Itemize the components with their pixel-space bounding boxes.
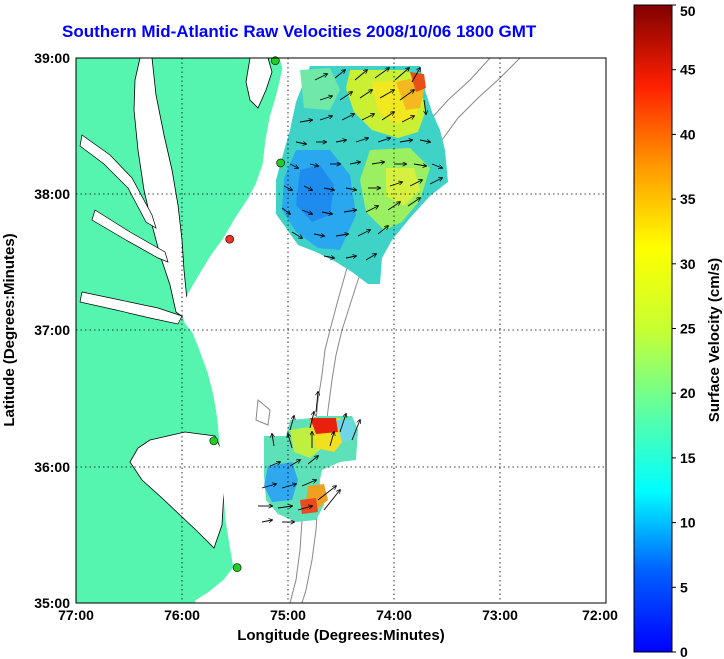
radar-site-marker xyxy=(225,234,234,244)
y-tick-label: 35:00 xyxy=(34,595,70,611)
x-tick-label: 75:00 xyxy=(270,607,306,623)
y-tick-label: 39:00 xyxy=(34,50,70,66)
colorbar-tick-label: 15 xyxy=(680,450,696,466)
river-james xyxy=(79,291,183,325)
x-tick-label: 74:00 xyxy=(376,607,412,623)
x-tick-label: 76:00 xyxy=(164,607,200,623)
colorbar-tick-label: 40 xyxy=(680,126,696,142)
x-axis-label: Longitude (Degrees:Minutes) xyxy=(237,627,445,644)
x-tick-label: 72:00 xyxy=(582,607,618,623)
colorbar-gradient xyxy=(633,4,673,653)
colorbar-tick-label: 25 xyxy=(680,321,696,337)
colorbar-tick-label: 45 xyxy=(680,62,696,78)
colorbar-tick-label: 30 xyxy=(680,256,696,272)
colorbar-label: Surface Velocity (cm/s) xyxy=(706,258,723,422)
velocity-vectors xyxy=(258,68,442,522)
y-axis: 39:00 38:00 37:00 36:00 35:00 Latitude (… xyxy=(1,50,70,611)
radar-site-marker xyxy=(232,563,242,572)
colorbar-tick-label: 5 xyxy=(680,579,688,595)
x-tick-label: 77:00 xyxy=(58,607,94,623)
y-tick-label: 36:00 xyxy=(34,459,70,475)
y-tick-label: 38:00 xyxy=(34,186,70,202)
radar-site-marker xyxy=(270,56,280,66)
y-axis-label: Latitude (Degrees:Minutes) xyxy=(1,233,18,426)
velocity-field-south xyxy=(264,416,358,522)
radar-sites xyxy=(209,56,285,572)
grid-lines xyxy=(76,58,606,603)
radar-site-marker xyxy=(209,436,219,446)
colorbar-tick-label: 10 xyxy=(680,515,696,531)
delaware-bay xyxy=(245,58,273,109)
colorbar-tick-label: 0 xyxy=(680,644,688,659)
y-tick-label: 37:00 xyxy=(34,322,70,338)
x-axis: 77:00 76:00 75:00 74:00 73:00 72:00 Long… xyxy=(58,607,618,644)
axes-frame xyxy=(75,57,607,604)
map-title: Southern Mid-Atlantic Raw Velocities 200… xyxy=(62,22,537,41)
colorbar-tick-label: 35 xyxy=(680,191,696,207)
river-potomac xyxy=(79,134,157,229)
radar-site-marker xyxy=(276,158,285,168)
river-rappahannock xyxy=(91,209,169,263)
colorbar-tick-label: 50 xyxy=(680,3,696,19)
bathymetry-contour xyxy=(255,399,271,426)
colorbar-tick-label: 20 xyxy=(680,385,696,401)
coast-fringe xyxy=(181,58,288,603)
x-tick-label: 73:00 xyxy=(482,607,518,623)
